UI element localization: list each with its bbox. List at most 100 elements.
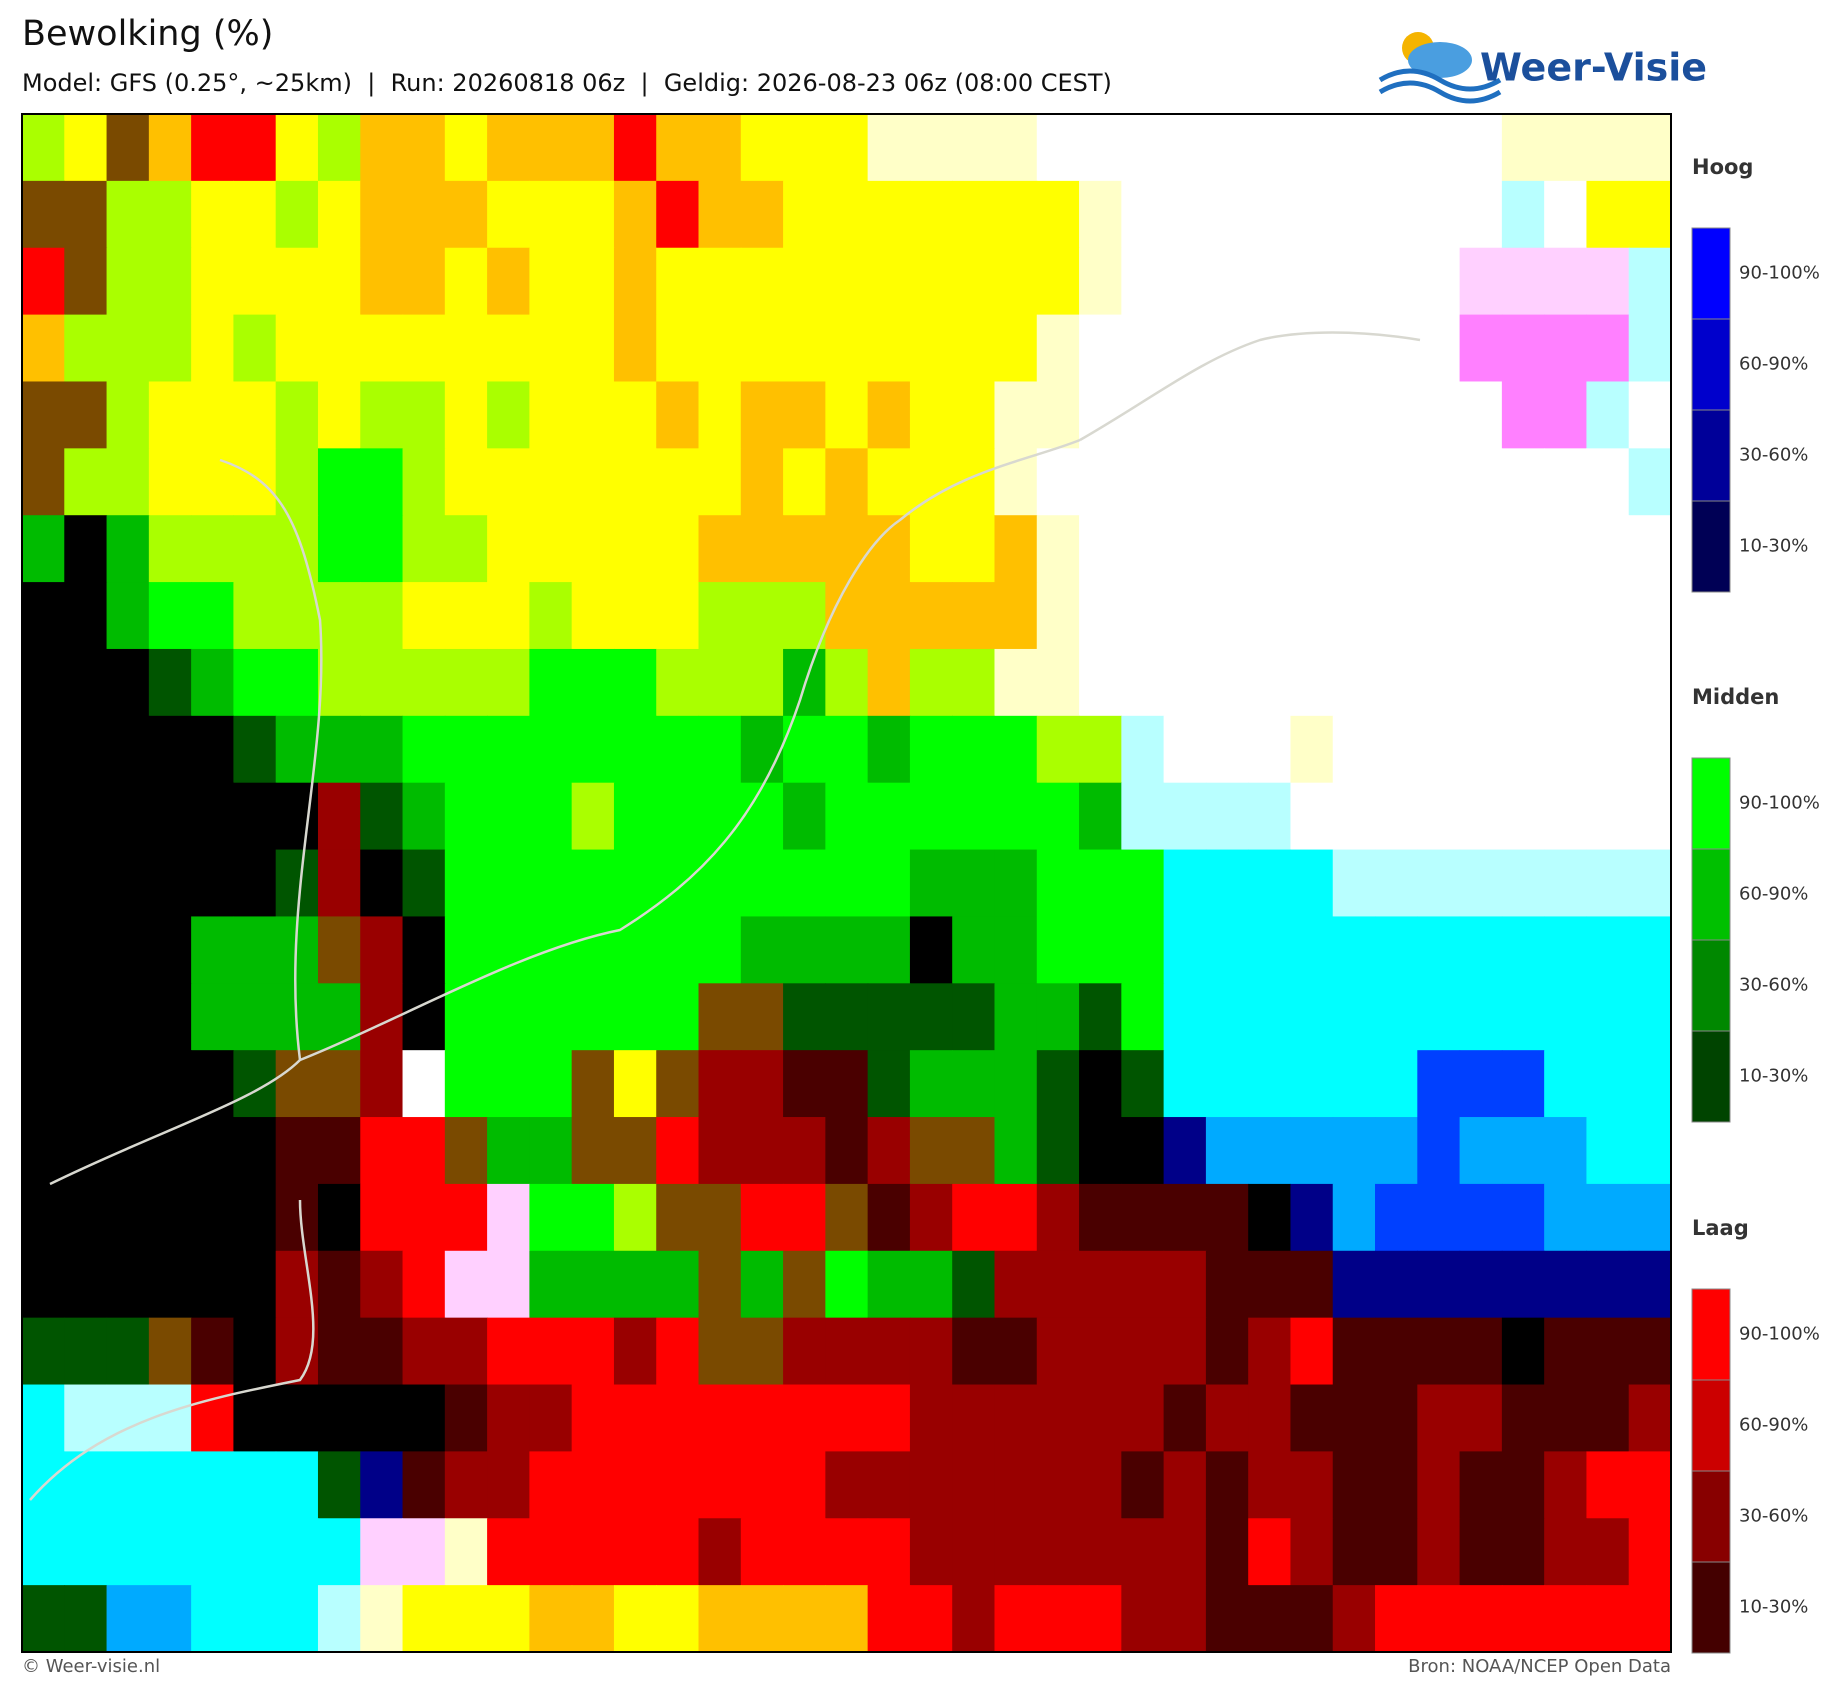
- cloud-cell: [317, 448, 361, 516]
- cloud-cell: [952, 1384, 996, 1452]
- cloud-cell: [317, 1384, 361, 1452]
- cloud-cell: [1544, 448, 1588, 516]
- cloud-cell: [1628, 1117, 1672, 1185]
- cloud-cell: [1586, 314, 1630, 383]
- cloud-cell: [360, 515, 404, 583]
- cloud-cell: [1544, 1384, 1588, 1452]
- cloud-cell: [656, 180, 700, 249]
- cloud-cell: [233, 849, 277, 918]
- cloud-cell: [1036, 1250, 1080, 1319]
- cloud-cell: [529, 849, 573, 918]
- cloud-cell: [909, 715, 953, 784]
- cloud-cell: [360, 1451, 404, 1519]
- cloud-cell: [1375, 180, 1418, 249]
- cloud-cell: [1375, 114, 1418, 182]
- cloud-cell: [1544, 1585, 1588, 1653]
- cloud-cell: [360, 314, 404, 383]
- cloud-cell: [909, 582, 953, 650]
- cloud-cell: [1248, 1384, 1292, 1452]
- cloud-cell: [1628, 1585, 1672, 1653]
- cloud-cell: [1628, 1317, 1672, 1386]
- cloud-cell: [909, 1317, 953, 1386]
- cloud-cell: [317, 1050, 361, 1118]
- cloud-cell: [1501, 180, 1545, 249]
- logo-text: Weer-Visie: [1480, 46, 1707, 90]
- cloud-cell: [275, 715, 319, 784]
- cloud-cell: [1332, 715, 1376, 784]
- cloud-cell: [867, 448, 911, 516]
- cloud-cell: [783, 582, 826, 650]
- cloud-cell: [1079, 247, 1122, 316]
- legend-title: Laag: [1692, 1216, 1749, 1240]
- cloud-cell: [1248, 1518, 1292, 1586]
- cloud-cell: [909, 1117, 953, 1185]
- cloud-cell: [487, 114, 530, 182]
- cloud-cell: [444, 1518, 488, 1586]
- cloud-cell: [233, 381, 277, 449]
- cloud-cell: [1586, 1050, 1630, 1118]
- cloud-cell: [867, 515, 911, 583]
- cloud-cell: [783, 983, 826, 1051]
- cloud-cell: [867, 1518, 911, 1586]
- cloud-cell: [1332, 849, 1376, 918]
- cloud-cell: [1586, 983, 1630, 1051]
- cloud-cell: [1205, 314, 1249, 383]
- cloud-cell: [952, 916, 996, 984]
- cloud-cell: [1417, 916, 1461, 984]
- cloud-cell: [233, 448, 277, 516]
- cloud-cell: [1205, 916, 1249, 984]
- cloud-cell: [444, 515, 488, 583]
- cloud-cell: [191, 983, 235, 1051]
- cloud-cell: [64, 715, 108, 784]
- cloud-cell: [1501, 1117, 1545, 1185]
- cloud-cell: [698, 448, 742, 516]
- cloud-cell: [148, 1050, 192, 1118]
- cloud-cell: [1163, 916, 1207, 984]
- cloud-cell: [1332, 916, 1376, 984]
- cloud-cell: [317, 1117, 361, 1185]
- cloud-cell: [1544, 1317, 1588, 1386]
- cloud-cell: [22, 849, 65, 918]
- cloud-cell: [1544, 983, 1588, 1051]
- cloud-cell: [1628, 448, 1672, 516]
- legend-swatch: [1691, 1561, 1731, 1654]
- cloud-cell: [106, 1050, 150, 1118]
- cloud-cell: [1459, 1317, 1503, 1386]
- cloud-cell: [1332, 1451, 1376, 1519]
- cloud-cell: [1332, 1250, 1376, 1319]
- cloud-cell: [1163, 983, 1207, 1051]
- cloud-cell: [444, 1117, 488, 1185]
- cloud-cell: [909, 983, 953, 1051]
- cloud-cell: [106, 1518, 150, 1586]
- cloud-cell: [106, 715, 150, 784]
- cloud-cell: [952, 114, 996, 182]
- cloud-cell: [1501, 1317, 1545, 1386]
- cloud-cell: [909, 1050, 953, 1118]
- cloud-cell: [64, 247, 108, 316]
- cloud-cell: [825, 381, 869, 449]
- cloud-cell: [656, 515, 700, 583]
- cloud-cell: [783, 1183, 826, 1252]
- cloud-cell: [64, 849, 108, 918]
- cloud-cell: [1248, 782, 1292, 851]
- cloud-cell: [1248, 1250, 1292, 1319]
- cloud-cell: [1417, 1384, 1461, 1452]
- cloud-cell: [613, 381, 657, 449]
- cloud-cell: [148, 114, 192, 182]
- cloud-cell: [825, 1585, 869, 1653]
- cloud-cell: [1459, 1451, 1503, 1519]
- cloud-cell: [1290, 247, 1334, 316]
- cloud-cell: [64, 1585, 108, 1653]
- cloud-cell: [1375, 983, 1418, 1051]
- cloud-cell: [740, 1317, 784, 1386]
- cloud-cell: [360, 1317, 404, 1386]
- cloud-cell: [1079, 314, 1122, 383]
- cloud-cell: [740, 648, 784, 717]
- cloud-cell: [487, 782, 530, 851]
- cloud-cell: [1586, 1451, 1630, 1519]
- cloud-cell: [106, 1384, 150, 1452]
- cloud-cell: [444, 715, 488, 784]
- cloud-cell: [317, 1451, 361, 1519]
- legend-label: 30-60%: [1739, 1506, 1808, 1527]
- cloud-cell: [1036, 1451, 1080, 1519]
